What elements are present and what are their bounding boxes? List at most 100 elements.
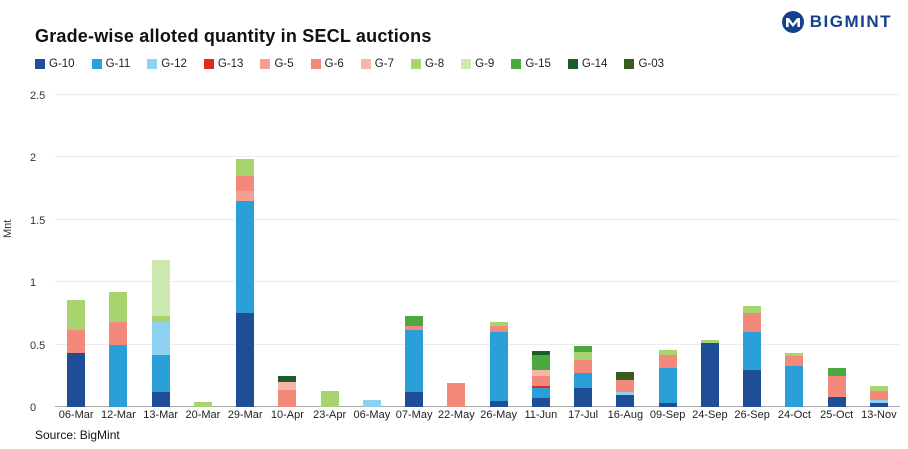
legend-item-g-7[interactable]: G-7 xyxy=(360,58,394,70)
bar-segment-g-7[interactable] xyxy=(531,369,550,376)
bar-segment-g-03[interactable] xyxy=(616,372,635,380)
legend-item-g-11[interactable]: G-11 xyxy=(91,58,130,70)
stacked-bar[interactable] xyxy=(658,349,677,407)
bar-segment-g-11[interactable] xyxy=(236,201,255,314)
bar-segment-g-8[interactable] xyxy=(236,158,255,177)
bar-segment-g-6[interactable] xyxy=(67,329,86,354)
bar-segment-g-10[interactable] xyxy=(236,313,255,407)
bar-segment-g-5[interactable] xyxy=(236,191,255,202)
bar-segment-g-6[interactable] xyxy=(109,322,128,345)
legend-swatch xyxy=(624,59,635,69)
bar-segment-g-6[interactable] xyxy=(869,390,888,400)
legend-item-g-12[interactable]: G-12 xyxy=(147,58,187,70)
bar-segment-g-11[interactable] xyxy=(658,368,677,404)
bar-segment-g-6[interactable] xyxy=(785,355,804,366)
bar-segment-g-8[interactable] xyxy=(151,315,170,323)
bar-segment-g-11[interactable] xyxy=(574,373,593,389)
bar-segment-g-14[interactable] xyxy=(531,350,550,355)
stacked-bar[interactable] xyxy=(67,299,86,407)
legend-item-g-8[interactable]: G-8 xyxy=(410,58,444,70)
bar-segment-g-11[interactable] xyxy=(785,365,804,407)
bar-segment-g-10[interactable] xyxy=(531,398,550,407)
bar-segment-g-10[interactable] xyxy=(67,353,86,407)
bar-segment-g-12[interactable] xyxy=(362,399,381,407)
bar-segment-g-11[interactable] xyxy=(489,332,508,401)
bar-segment-g-8[interactable] xyxy=(109,292,128,323)
bar-segment-g-8[interactable] xyxy=(574,352,593,360)
stacked-bar[interactable] xyxy=(278,375,297,407)
stacked-bar[interactable] xyxy=(616,372,635,407)
legend-item-g-03[interactable]: G-03 xyxy=(624,58,664,70)
bar-segment-g-15[interactable] xyxy=(574,345,593,353)
stacked-bar[interactable] xyxy=(236,158,255,407)
stacked-bar[interactable] xyxy=(869,385,888,407)
bar-segment-g-6[interactable] xyxy=(827,375,846,398)
bar-segment-g-10[interactable] xyxy=(869,403,888,407)
bar-segment-g-6[interactable] xyxy=(616,379,635,393)
bar-segment-g-10[interactable] xyxy=(700,343,719,407)
bar-segment-g-6[interactable] xyxy=(531,375,550,386)
bar-segment-g-11[interactable] xyxy=(151,354,170,393)
stacked-bar[interactable] xyxy=(531,350,550,407)
bar-segment-g-8[interactable] xyxy=(67,299,86,330)
bar-segment-g-10[interactable] xyxy=(151,392,170,407)
bar-segment-g-7[interactable] xyxy=(278,382,297,390)
legend-item-g-9[interactable]: G-9 xyxy=(461,58,494,70)
bar-segment-g-8[interactable] xyxy=(700,339,719,344)
stacked-bar[interactable] xyxy=(151,259,170,407)
bar-segment-g-11[interactable] xyxy=(743,332,762,370)
bar-segment-g-8[interactable] xyxy=(869,385,888,391)
bar-segment-g-12[interactable] xyxy=(151,322,170,355)
bar-segment-g-6[interactable] xyxy=(236,176,255,192)
bar-segment-g-10[interactable] xyxy=(743,369,762,407)
legend-item-g-14[interactable]: G-14 xyxy=(567,58,607,70)
bar-segment-g-10[interactable] xyxy=(658,403,677,407)
legend-item-g-10[interactable]: G-10 xyxy=(35,58,75,70)
bar-segment-g-12[interactable] xyxy=(869,399,888,404)
stacked-bar[interactable] xyxy=(700,339,719,407)
stacked-bar[interactable] xyxy=(320,390,339,407)
legend-item-g-5[interactable]: G-5 xyxy=(260,58,294,70)
bar-segment-g-8[interactable] xyxy=(193,402,212,407)
stacked-bar[interactable] xyxy=(785,353,804,407)
bar-segment-g-11[interactable] xyxy=(531,388,550,399)
bar-segment-g-6[interactable] xyxy=(658,354,677,369)
stacked-bar[interactable] xyxy=(574,345,593,407)
bar-segment-g-8[interactable] xyxy=(489,322,508,326)
bar-segment-g-10[interactable] xyxy=(827,397,846,407)
bar-segment-g-10[interactable] xyxy=(616,394,635,407)
stacked-bar[interactable] xyxy=(743,305,762,407)
bar-segment-g-6[interactable] xyxy=(405,325,424,330)
bar-segment-g-6[interactable] xyxy=(278,389,297,407)
bar-segment-g-6[interactable] xyxy=(574,359,593,374)
bar-segment-g-11[interactable] xyxy=(405,329,424,393)
bar-segment-g-11[interactable] xyxy=(109,344,128,407)
legend-item-g-13[interactable]: G-13 xyxy=(203,58,243,70)
stacked-bar[interactable] xyxy=(109,292,128,407)
bar-segment-g-10[interactable] xyxy=(405,392,424,407)
stacked-bar[interactable] xyxy=(193,402,212,407)
bar-segment-g-8[interactable] xyxy=(785,353,804,356)
bar-segment-g-8[interactable] xyxy=(658,349,677,355)
bar-segment-g-10[interactable] xyxy=(489,400,508,407)
stacked-bar[interactable] xyxy=(447,383,466,407)
bar-segment-g-6[interactable] xyxy=(743,313,762,333)
legend-item-g-15[interactable]: G-15 xyxy=(511,58,551,70)
bar-segment-g-15[interactable] xyxy=(405,315,424,326)
bar-segment-g-15[interactable] xyxy=(827,368,846,376)
bar-segment-g-10[interactable] xyxy=(574,388,593,407)
legend-item-g-6[interactable]: G-6 xyxy=(310,58,344,70)
bar-segment-g-9[interactable] xyxy=(151,259,170,316)
stacked-bar[interactable] xyxy=(362,399,381,407)
bar-segment-g-14[interactable] xyxy=(278,375,297,383)
bar-segment-g-6[interactable] xyxy=(489,325,508,333)
bar-segment-g-6[interactable] xyxy=(447,383,466,407)
stacked-bar[interactable] xyxy=(827,368,846,407)
bar-segment-g-8[interactable] xyxy=(320,390,339,407)
bar-segment-g-8[interactable] xyxy=(743,305,762,314)
bar-segment-g-12[interactable] xyxy=(616,392,635,395)
bar-segment-g-13[interactable] xyxy=(531,385,550,389)
stacked-bar[interactable] xyxy=(489,322,508,407)
stacked-bar[interactable] xyxy=(405,315,424,407)
bar-segment-g-15[interactable] xyxy=(531,354,550,370)
